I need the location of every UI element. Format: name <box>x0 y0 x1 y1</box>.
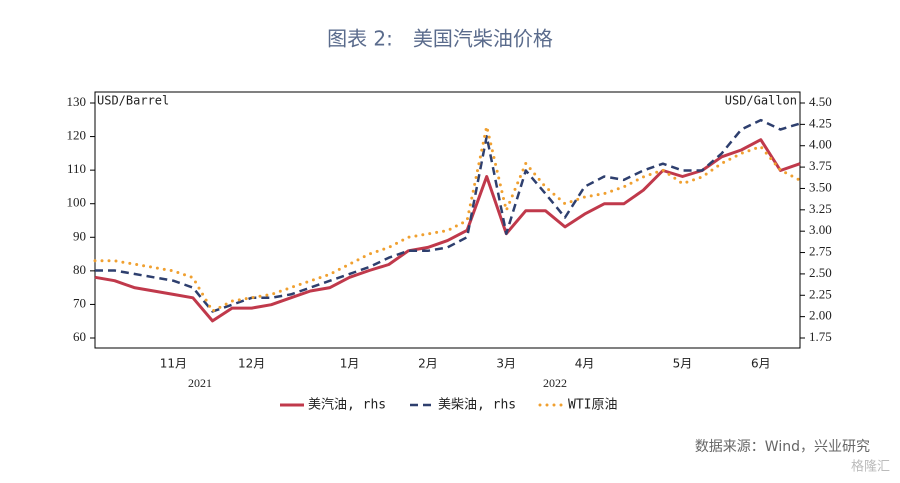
legend-label: WTI原油 <box>568 398 617 413</box>
x-tick-label: 11月 <box>160 357 187 371</box>
x-tick-label: 3月 <box>496 357 516 371</box>
chart-title: 图表 2: 美国汽柴油价格 <box>327 27 553 51</box>
y-axis-label: USD/Barrel <box>97 94 169 108</box>
y2-axis-label: USD/Gallon <box>725 94 797 108</box>
y-tick-label: 100 <box>67 195 87 210</box>
y2-tick-label: 4.25 <box>809 115 832 130</box>
series-line <box>94 138 801 323</box>
x-tick-label: 12月 <box>238 357 265 371</box>
legend-label: 美汽油, rhs <box>308 398 386 413</box>
y2-tick-label: 4.00 <box>809 137 832 152</box>
y-tick-label: 70 <box>73 295 86 310</box>
y2-tick-label: 2.75 <box>809 244 832 259</box>
y-tick-label: 120 <box>67 128 87 143</box>
source-note: 数据来源：Wind，兴业研究 <box>695 439 870 455</box>
y2-tick-label: 3.00 <box>809 222 832 237</box>
y2-tick-label: 3.50 <box>809 179 832 194</box>
year-label: 2021 <box>188 376 212 390</box>
y2-tick-label: 2.00 <box>809 308 832 323</box>
x-tick-label: 2月 <box>418 357 438 371</box>
x-tick-label: 4月 <box>575 357 595 371</box>
y-tick-label: 130 <box>67 94 87 109</box>
y-tick-label: 110 <box>67 161 86 176</box>
y2-tick-label: 1.75 <box>809 329 832 344</box>
y2-tick-label: 3.25 <box>809 201 832 216</box>
series-line <box>93 125 802 313</box>
legend-label: 美柴油, rhs <box>438 398 516 413</box>
y2-tick-label: 3.75 <box>809 158 832 173</box>
y2-tick-label: 2.50 <box>809 265 832 280</box>
y2-tick-label: 4.50 <box>809 94 832 109</box>
y-tick-label: 80 <box>73 262 86 277</box>
year-label: 2022 <box>543 376 567 390</box>
y-tick-label: 60 <box>73 329 86 344</box>
series-line <box>95 118 801 313</box>
y2-tick-label: 2.25 <box>809 286 832 301</box>
x-tick-label: 1月 <box>340 357 360 371</box>
x-tick-label: 5月 <box>673 357 693 371</box>
x-tick-label: 6月 <box>751 357 771 371</box>
plot-frame <box>94 91 801 349</box>
watermark: 格隆汇 <box>851 459 890 475</box>
y-tick-label: 90 <box>73 228 86 243</box>
